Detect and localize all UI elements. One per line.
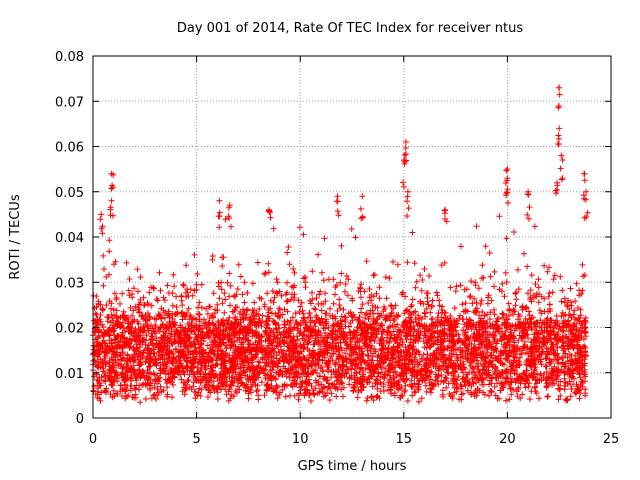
y-tick-label: 0.01 <box>55 367 84 382</box>
x-tick-label: 0 <box>89 432 97 447</box>
x-tick-label: 25 <box>603 432 620 447</box>
y-tick-label: 0.08 <box>55 50 84 65</box>
scatter-markers <box>90 84 591 406</box>
x-tick-label: 10 <box>292 432 309 447</box>
y-tick-label: 0.07 <box>55 95 84 110</box>
y-tick-label: 0.05 <box>55 186 84 201</box>
grid-lines <box>93 56 611 418</box>
chart-title: Day 001 of 2014, Rate Of TEC Index for r… <box>177 21 523 36</box>
data-points <box>90 84 591 406</box>
x-axis-label: GPS time / hours <box>298 459 407 474</box>
x-tick-label: 15 <box>396 432 413 447</box>
y-tick-label: 0.06 <box>55 141 84 156</box>
y-tick-label: 0.04 <box>55 231 84 246</box>
y-axis-label: ROTI / TECUs <box>8 194 23 279</box>
y-tick-label: 0.02 <box>55 322 84 337</box>
y-tick-label: 0 <box>76 412 84 427</box>
x-tick-label: 5 <box>192 432 200 447</box>
axis-ticks: 0 5 10 15 20 25 0 0.01 0.02 0.03 0.04 0.05 0.06 0.07 0… <box>55 50 619 447</box>
y-tick-label: 0.03 <box>55 276 84 291</box>
x-tick-label: 20 <box>499 432 516 447</box>
